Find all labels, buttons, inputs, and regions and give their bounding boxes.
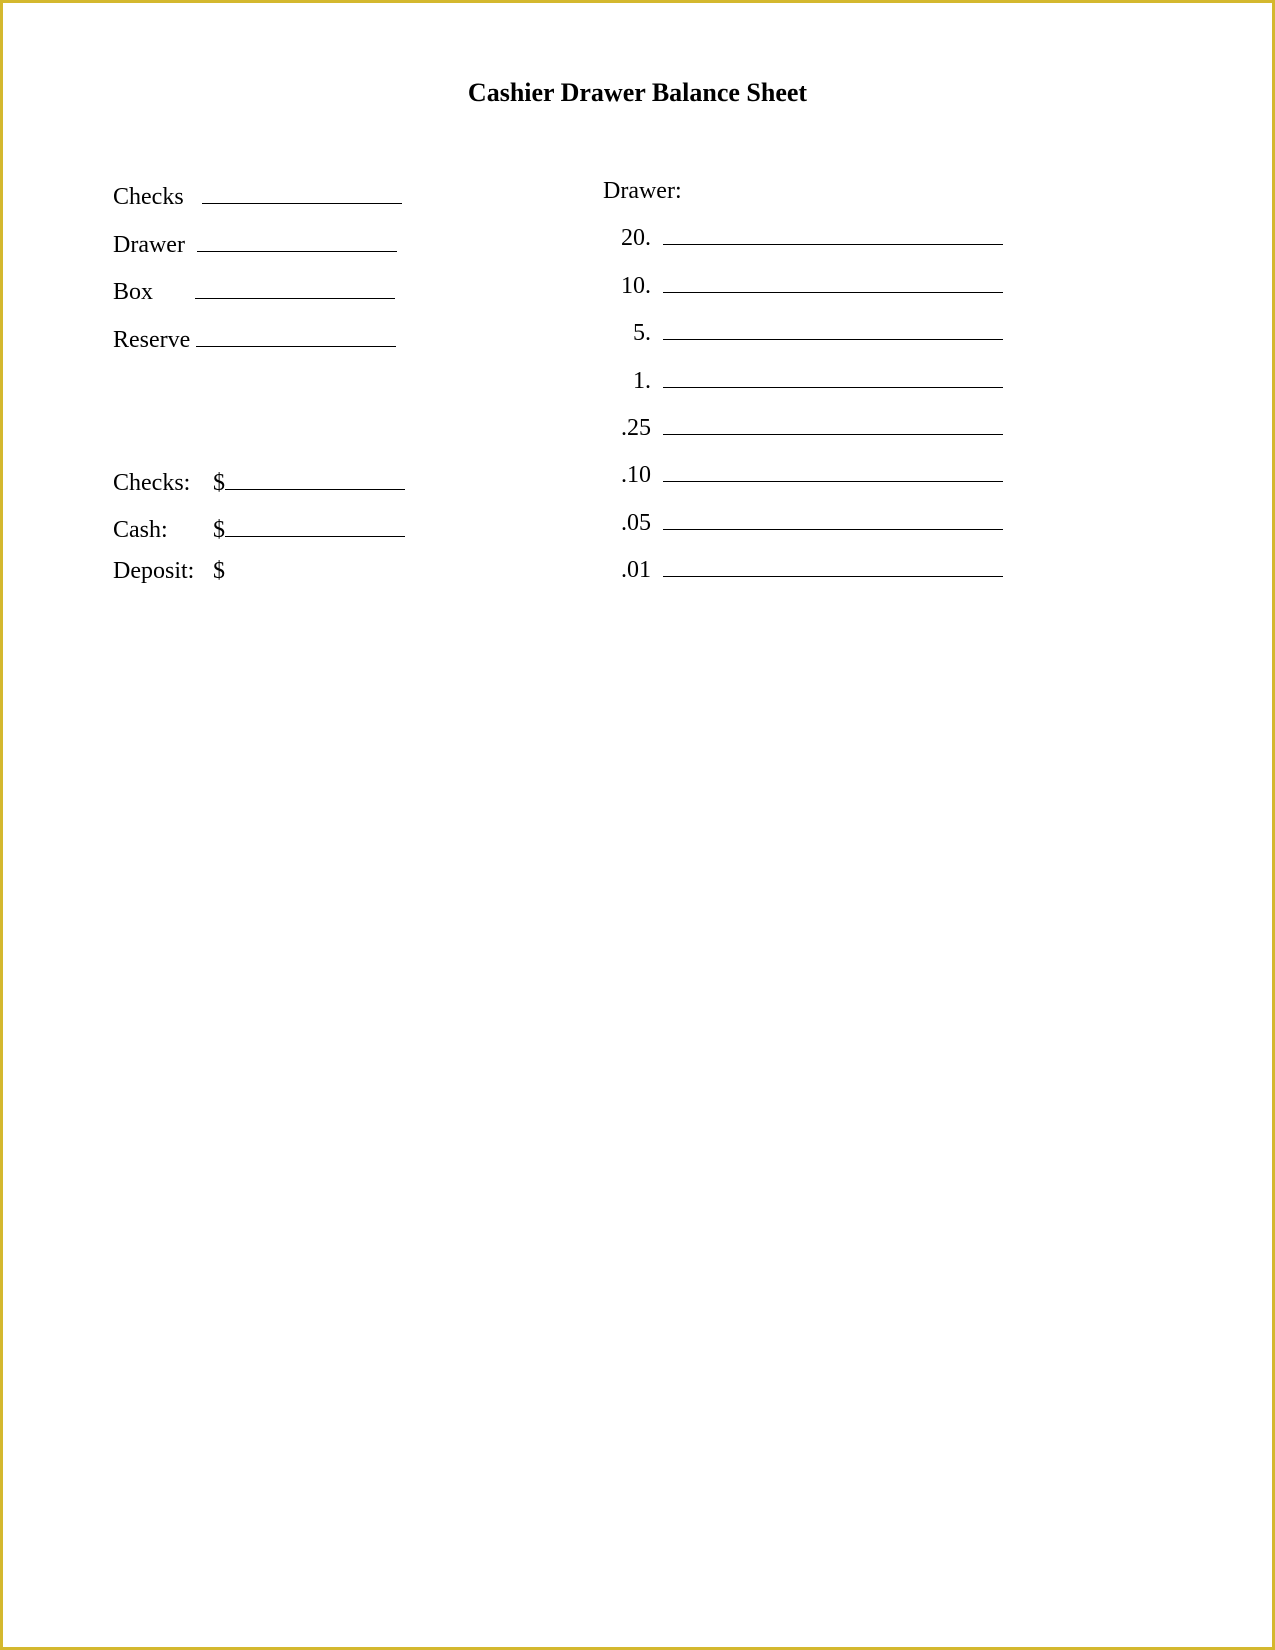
spacer — [153, 279, 195, 306]
denom-25c-row: .25 — [603, 409, 1162, 442]
spacer — [185, 232, 197, 259]
reserve-blank — [196, 320, 396, 346]
denom-1-blank — [663, 361, 1003, 387]
page-container: Cashier Drawer Balance Sheet Checks Draw… — [3, 3, 1272, 674]
denom-5-label: 5. — [603, 320, 651, 347]
reserve-row: Reserve — [113, 320, 488, 353]
spacer — [651, 225, 663, 252]
totals-checks-label: Checks: — [113, 470, 213, 497]
denom-10c-row: .10 — [603, 456, 1162, 489]
denom-5-row: 5. — [603, 314, 1162, 347]
denom-05c-label: .05 — [603, 510, 651, 537]
denom-5-blank — [663, 314, 1003, 340]
totals-cash-row: Cash: $ — [113, 511, 488, 544]
currency-symbol: $ — [213, 517, 225, 544]
totals-checks-blank — [225, 464, 405, 490]
denom-10c-blank — [663, 456, 1003, 482]
totals-deposit-label: Deposit: — [113, 558, 213, 585]
denom-25c-blank — [663, 409, 1003, 435]
denom-01c-row: .01 — [603, 551, 1162, 584]
denom-10-blank — [663, 266, 1003, 292]
currency-symbol: $ — [213, 470, 225, 497]
denom-1-label: 1. — [603, 368, 651, 395]
spacer — [651, 320, 663, 347]
checks-label: Checks — [113, 184, 184, 211]
reserve-label: Reserve — [113, 327, 190, 354]
denom-05c-blank — [663, 503, 1003, 529]
denom-01c-label: .01 — [603, 557, 651, 584]
totals-cash-label: Cash: — [113, 517, 213, 544]
drawer-row: Drawer — [113, 225, 488, 258]
currency-symbol: $ — [213, 558, 225, 585]
denom-20-label: 20. — [603, 225, 651, 252]
denom-05c-row: .05 — [603, 503, 1162, 536]
spacer — [184, 184, 202, 211]
spacer — [651, 510, 663, 537]
spacer — [651, 557, 663, 584]
denom-01c-blank — [663, 551, 1003, 577]
spacer — [651, 273, 663, 300]
spacer — [651, 415, 663, 442]
drawer-blank — [197, 225, 397, 251]
box-blank — [195, 273, 395, 299]
denom-20-blank — [663, 219, 1003, 245]
denom-10-row: 10. — [603, 266, 1162, 299]
drawer-header: Drawer: — [603, 178, 1162, 205]
denom-25c-label: .25 — [603, 415, 651, 442]
totals-checks-row: Checks: $ — [113, 464, 488, 497]
spacer — [651, 462, 663, 489]
denom-1-row: 1. — [603, 361, 1162, 394]
denom-10-label: 10. — [603, 273, 651, 300]
drawer-label: Drawer — [113, 232, 185, 259]
left-column: Checks Drawer Box Reserve — [113, 178, 488, 599]
spacer — [651, 368, 663, 395]
totals-deposit-row: Deposit: $ — [113, 558, 488, 585]
denom-20-row: 20. — [603, 219, 1162, 252]
totals-cash-blank — [225, 511, 405, 537]
page-title: Cashier Drawer Balance Sheet — [113, 78, 1162, 108]
denom-10c-label: .10 — [603, 462, 651, 489]
checks-row: Checks — [113, 178, 488, 211]
columns-container: Checks Drawer Box Reserve — [113, 178, 1162, 599]
box-label: Box — [113, 279, 153, 306]
box-row: Box — [113, 273, 488, 306]
checks-blank — [202, 178, 402, 204]
totals-section: Checks: $ Cash: $ Deposit: $ — [113, 464, 488, 586]
right-column: Drawer: 20. 10. 5. 1. — [603, 178, 1162, 599]
